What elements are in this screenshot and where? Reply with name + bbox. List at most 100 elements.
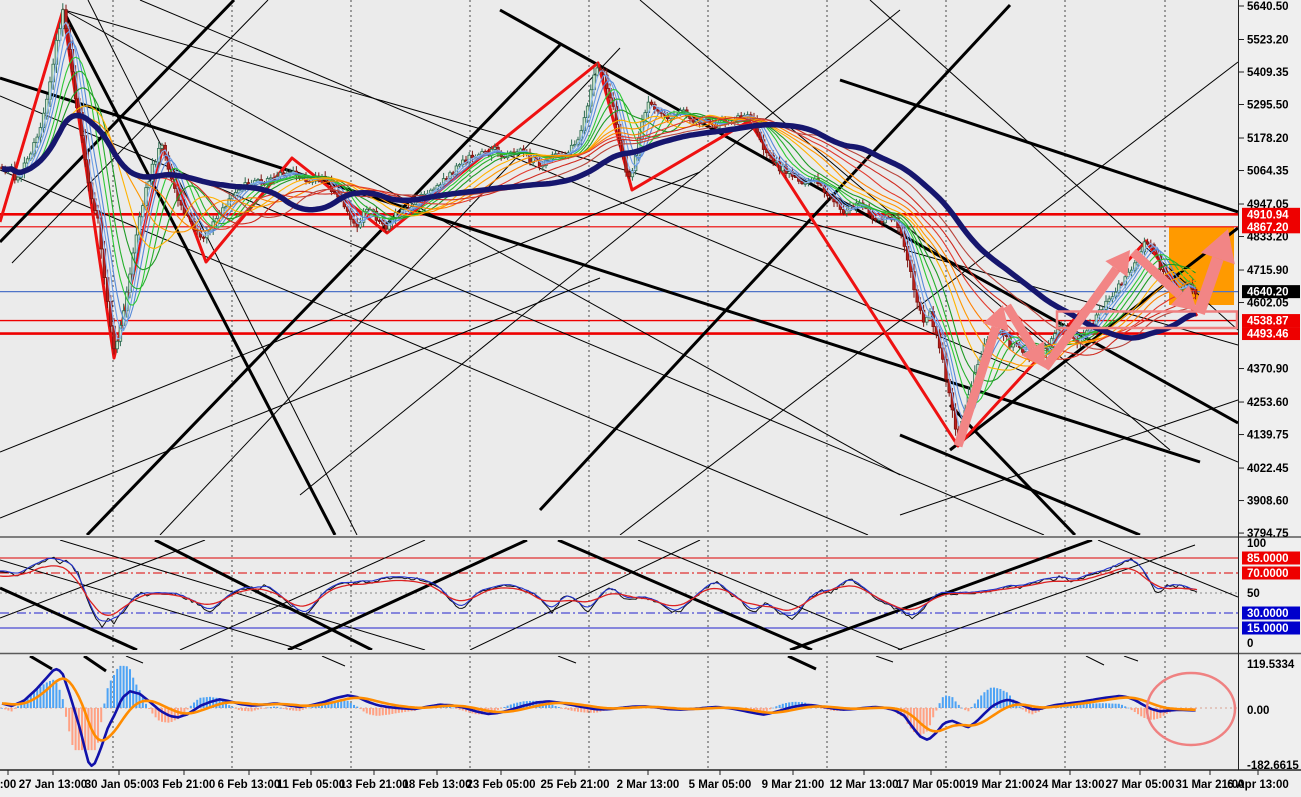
macd-histogram-bar [973,703,976,708]
time-axis-label: 3 Feb 21:00 [153,779,216,791]
trendline[interactable] [789,540,1093,650]
macd-histogram-bar [1153,708,1155,720]
macd-histogram-bar [1156,708,1159,719]
macd-histogram-bar [13,708,16,709]
macd-histogram-bar [1031,708,1034,715]
price-tick-label: 4602.05 [1247,298,1289,310]
macd-histogram-bar [1079,704,1082,708]
macd-histogram-bar [1108,703,1111,708]
price-alert-label-bg [1242,207,1300,221]
trend-arrow-shaft [1041,266,1120,371]
candle-body [256,179,260,182]
macd-histogram-bar [148,708,151,709]
trendline[interactable] [63,9,901,476]
macd-histogram-bar [397,708,400,713]
trendline[interactable] [0,540,206,619]
trendline[interactable] [897,544,1196,650]
trendline[interactable] [299,9,901,496]
ma-line [1,105,1196,371]
trendline[interactable] [154,540,373,650]
trendline[interactable] [59,540,426,650]
macd-histogram-bar [138,690,141,708]
macd-histogram-bar [1127,707,1130,709]
trendline[interactable] [899,399,1238,516]
macd-histogram-bar [346,700,349,708]
trendline[interactable] [0,171,701,453]
trendline[interactable] [538,3,1012,512]
macd-histogram-bar [778,704,781,708]
macd-histogram-bar [119,665,122,708]
consolidation-box [1055,310,1238,330]
macd-histogram-bar [276,706,279,708]
macd-histogram-bar [327,702,330,708]
trendline[interactable] [139,0,1238,463]
macd-histogram-bar [42,684,45,708]
trend-arrow-head [1021,340,1045,368]
macd-histogram-bar [1117,703,1120,708]
macd-histogram-bar [823,708,826,710]
macd-histogram-bar [506,705,509,708]
macd-histogram-bar [369,708,371,715]
macd-histogram-bar [954,701,957,708]
trendline[interactable] [85,43,562,535]
macd-histogram-bar [765,708,768,712]
macd-histogram-bar [1009,695,1011,708]
candle-body [1117,283,1121,293]
macd-histogram-bar [10,708,13,712]
trendline[interactable] [637,540,903,650]
trendline[interactable] [87,0,358,535]
price-alert-label: 4493.46 [1247,329,1289,341]
trendline[interactable] [0,277,601,519]
trendline[interactable] [0,586,138,650]
trendline[interactable] [839,78,1238,214]
price-tick-label: 4253.60 [1247,397,1289,409]
time-axis-label: 11 Feb 05:00 [277,779,345,791]
candle-body [873,218,878,221]
macd-histogram-bar [1018,706,1021,708]
candle-body [153,161,158,165]
macd-histogram-bar [298,708,301,712]
macd-histogram-bar [929,708,931,726]
trendline[interactable] [869,0,1238,331]
trend-arrow-shaft [1003,303,1037,351]
macd-histogram-bar [1089,703,1091,708]
price-axis[interactable]: 5640.50 5523.20 5409.35 5295.50 5178.20 5064.… [1238,1,1300,772]
trendline[interactable] [949,226,1238,452]
candle-body [771,155,775,162]
trendline[interactable] [557,540,813,650]
trendline[interactable] [619,61,1238,535]
macd-histogram-bar [1,708,3,709]
candle-body [598,67,603,71]
candle-body [777,160,782,172]
trendline[interactable] [469,540,701,650]
trendline[interactable] [11,0,269,264]
trendline[interactable] [948,403,1077,535]
price-tick-label: 4022.45 [1247,463,1289,475]
macd-histogram-bar [308,707,311,709]
time-axis-label: 25 Feb 21:00 [540,779,609,791]
trendline[interactable] [159,47,621,535]
price-tick-label: 4715.90 [1247,265,1289,277]
trendline[interactable] [62,11,337,535]
macd-histogram-bar [481,708,483,715]
trendline[interactable] [1097,540,1238,598]
macd-histogram-bar [519,701,522,708]
macd-histogram-bar [1095,703,1098,708]
candle-body [160,144,164,149]
oscillator-scale-label: 50 [1247,588,1260,600]
trendline[interactable] [287,540,528,650]
macd-histogram-bar [404,708,407,712]
macd-histogram-bar [71,708,74,746]
macd-histogram-bar [1111,703,1114,708]
trendline[interactable] [0,0,236,244]
macd-histogram-bar [340,700,343,708]
trendline[interactable] [179,540,426,650]
oscillator-level-label-bg [1242,566,1300,580]
trendline[interactable] [899,433,1141,535]
time-axis-label: 17 Mar 05:00 [896,779,965,791]
price-tick-label: 5295.50 [1247,100,1289,112]
trendline[interactable] [0,559,303,650]
macd-histogram-bar [570,708,573,711]
